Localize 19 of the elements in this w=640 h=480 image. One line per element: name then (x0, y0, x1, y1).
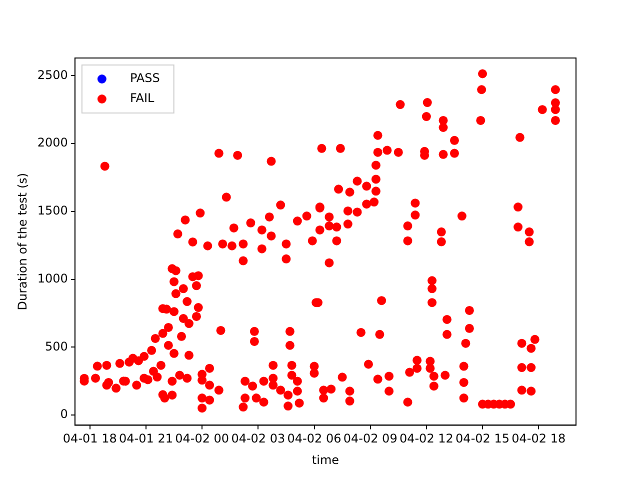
x-tick-label: 04-02 12 (399, 432, 454, 446)
y-tick-label: 2500 (37, 68, 68, 82)
y-tick-label: 0 (60, 407, 68, 422)
x-axis-title: time (312, 452, 340, 467)
x-tick-label: 04-02 18 (512, 432, 566, 446)
y-tick-label: 2000 (37, 136, 68, 150)
y-tick-label: 500 (45, 339, 68, 354)
y-tick-label: 1000 (37, 271, 68, 286)
x-tick-label: 04-02 00 (175, 432, 230, 446)
legend-label: PASS (130, 71, 160, 86)
x-tick-label: 04-01 21 (119, 432, 173, 446)
x-tick-label: 04-02 15 (456, 432, 510, 446)
x-tick-label: 04-02 09 (343, 432, 398, 446)
legend-label: FAIL (130, 91, 154, 106)
x-tick-label: 04-01 18 (62, 432, 117, 446)
x-tick-label: 04-02 06 (287, 432, 342, 446)
y-axis-title: Duration of the test (s) (15, 172, 30, 310)
x-tick-label: 04-02 03 (231, 432, 286, 446)
y-tick-label: 1500 (37, 204, 68, 218)
